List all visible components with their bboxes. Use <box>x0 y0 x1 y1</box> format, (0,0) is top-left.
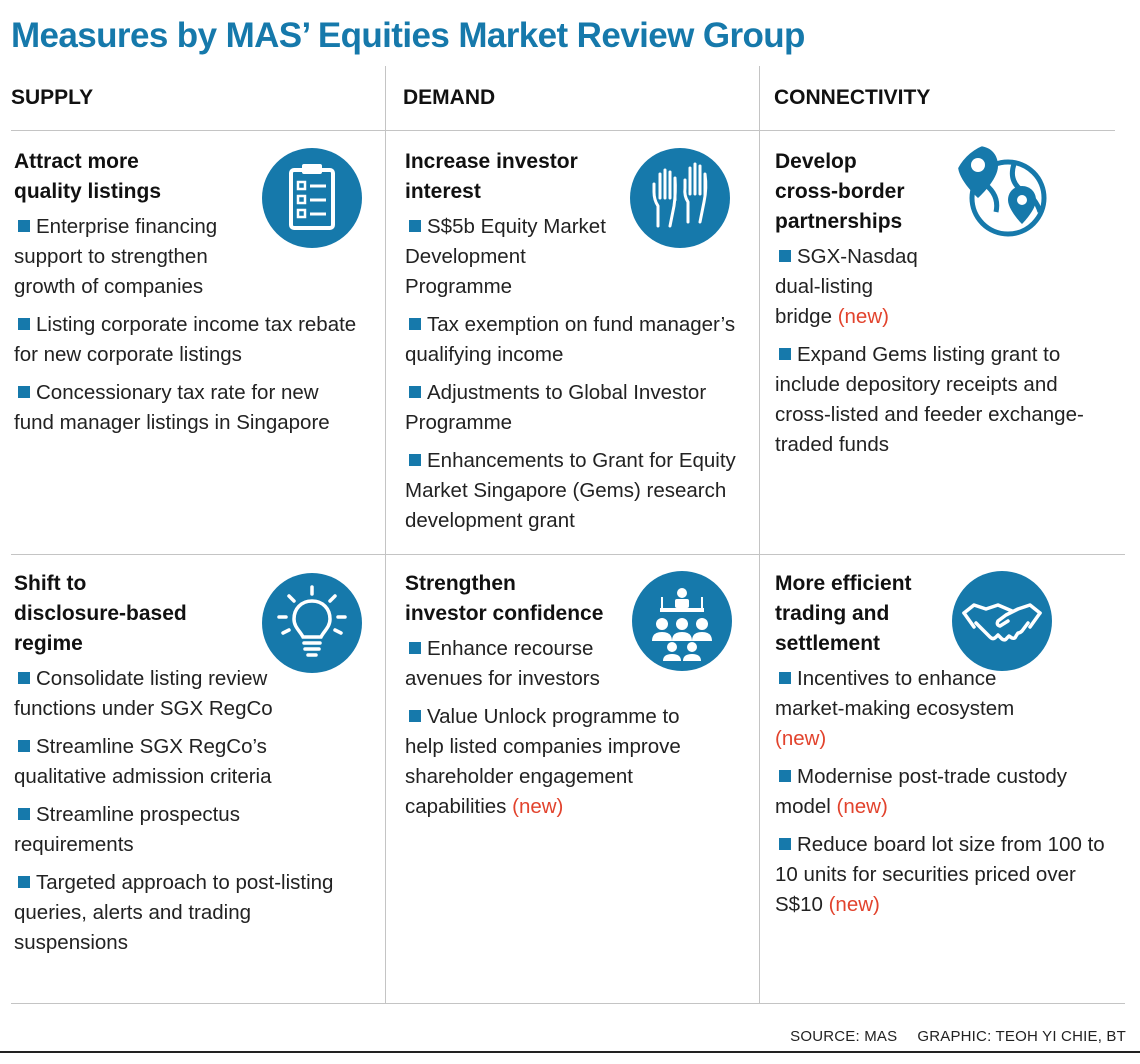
square-bullet-icon <box>18 672 30 684</box>
credits: SOURCE: MAS GRAPHIC: TEOH YI CHIE, BT <box>790 1028 1126 1045</box>
measure-item: Streamline SGX RegCo’s qualitative admis… <box>14 735 272 788</box>
cell-heading: Attract more quality listings <box>14 147 359 207</box>
square-bullet-icon <box>18 808 30 820</box>
measure-item: Targeted approach to post-listing querie… <box>14 871 334 954</box>
measure-cell: Increase investor interest S$5b Equity M… <box>405 147 750 536</box>
measure-item: Expand Gems listing grant to include dep… <box>775 343 1084 456</box>
new-tag: (new) <box>512 795 564 818</box>
measure-item: Reduce board lot size from 100 to 10 uni… <box>775 833 1105 916</box>
measure-item: Modernise post-trade custody model (new) <box>775 765 1068 818</box>
measure-list: Incentives to enhance market-making ecos… <box>775 664 1120 920</box>
cell-heading-line: Develop <box>775 150 857 173</box>
cell-heading-line: quality listings <box>14 180 162 203</box>
clipboard-checklist-icon <box>262 148 362 248</box>
measure-item: Consolidate listing review functions und… <box>14 667 273 720</box>
square-bullet-icon <box>779 250 791 262</box>
row-divider <box>11 1003 1125 1004</box>
measure-item: Value Unlock programme to help listed co… <box>405 705 681 818</box>
square-bullet-icon <box>18 876 30 888</box>
square-bullet-icon <box>409 318 421 330</box>
cell-heading: Develop cross-border partnerships <box>775 147 1115 237</box>
square-bullet-icon <box>779 770 791 782</box>
cell-heading-line: interest <box>405 180 481 203</box>
column-divider <box>759 66 760 1003</box>
infographic-title: Measures by MAS’ Equities Market Review … <box>11 16 805 55</box>
square-bullet-icon <box>18 740 30 752</box>
square-bullet-icon <box>779 348 791 360</box>
measure-item: Streamline prospectus requirements <box>14 803 240 856</box>
square-bullet-icon <box>409 642 421 654</box>
square-bullet-icon <box>779 672 791 684</box>
measure-list: SGX-Nasdaq dual-listing bridge (new) Exp… <box>775 242 1115 460</box>
header-divider <box>11 130 1115 131</box>
square-bullet-icon <box>409 454 421 466</box>
new-tag: (new) <box>836 795 888 818</box>
row-divider <box>11 554 1125 555</box>
measure-item: Adjustments to Global Investor Programme <box>405 381 707 434</box>
cell-heading-line: trading and <box>775 602 890 625</box>
cell-heading: Strengthen investor confidence <box>405 569 750 629</box>
cell-heading-line: disclosure-based <box>14 602 187 625</box>
speaker-audience-icon <box>632 571 732 671</box>
cell-heading-line: Increase investor <box>405 150 578 173</box>
source-credit: SOURCE: MAS <box>790 1028 898 1045</box>
cell-heading-line: More efficient <box>775 572 912 595</box>
measure-cell: Strengthen investor confidence Enhance r… <box>405 569 750 822</box>
square-bullet-icon <box>18 386 30 398</box>
square-bullet-icon <box>18 318 30 330</box>
measure-item: Concessionary tax rate for new fund mana… <box>14 381 330 434</box>
cell-heading: Increase investor interest <box>405 147 750 207</box>
measure-item: Tax exemption on fund manager’s qualifyi… <box>405 313 736 366</box>
column-divider <box>385 66 386 1003</box>
column-heading-connectivity: CONNECTIVITY <box>774 86 931 109</box>
cell-heading-line: regime <box>14 632 83 655</box>
column-heading-demand: DEMAND <box>403 86 496 109</box>
square-bullet-icon <box>409 386 421 398</box>
measure-item: Enterprise financing support to strength… <box>14 215 218 298</box>
new-tag: (new) <box>775 727 827 750</box>
measure-list: Consolidate listing review functions und… <box>14 664 359 958</box>
graphic-credit: GRAPHIC: TEOH YI CHIE, BT <box>917 1028 1126 1045</box>
measure-cell: Attract more quality listings Enterprise… <box>14 147 359 438</box>
square-bullet-icon <box>409 220 421 232</box>
cell-heading-line: Attract more <box>14 150 139 173</box>
cell-heading-line: partnerships <box>775 210 903 233</box>
measure-cell: More efficient trading and settlement In… <box>775 569 1120 920</box>
cell-heading: More efficient trading and settlement <box>775 569 1120 659</box>
cell-heading-line: Shift to <box>14 572 87 595</box>
measure-item: Incentives to enhance market-making ecos… <box>775 667 1015 750</box>
measure-item: Enhance recourse avenues for investors <box>405 637 600 690</box>
square-bullet-icon <box>18 220 30 232</box>
bottom-rule <box>0 1051 1140 1053</box>
lightbulb-icon <box>262 573 362 673</box>
square-bullet-icon <box>409 710 421 722</box>
cell-heading-line: Strengthen <box>405 572 516 595</box>
cell-heading: Shift to disclosure-based regime <box>14 569 359 659</box>
cell-heading-line: cross-border <box>775 180 905 203</box>
measure-list: Enterprise financing support to strength… <box>14 212 359 438</box>
cell-heading-line: investor confidence <box>405 602 604 625</box>
measure-list: Enhance recourse avenues for investors V… <box>405 634 750 822</box>
globe-location-pins-icon <box>952 142 1052 242</box>
measure-item: S$5b Equity Market Development Programme <box>405 215 606 298</box>
measure-cell: Shift to disclosure-based regime Consoli… <box>14 569 359 958</box>
measure-item: Listing corporate income tax rebate for … <box>14 313 357 366</box>
new-tag: (new) <box>828 893 880 916</box>
raised-hands-icon <box>630 148 730 248</box>
measure-cell: Develop cross-border partnerships SGX-Na… <box>775 147 1115 460</box>
column-heading-supply: SUPPLY <box>11 86 94 109</box>
handshake-icon <box>952 571 1052 671</box>
measure-item: SGX-Nasdaq dual-listing bridge (new) <box>775 245 918 328</box>
measure-list: S$5b Equity Market Development Programme… <box>405 212 750 536</box>
new-tag: (new) <box>837 305 889 328</box>
cell-heading-line: settlement <box>775 632 881 655</box>
measure-item: Enhancements to Grant for Equity Market … <box>405 449 736 532</box>
square-bullet-icon <box>779 838 791 850</box>
